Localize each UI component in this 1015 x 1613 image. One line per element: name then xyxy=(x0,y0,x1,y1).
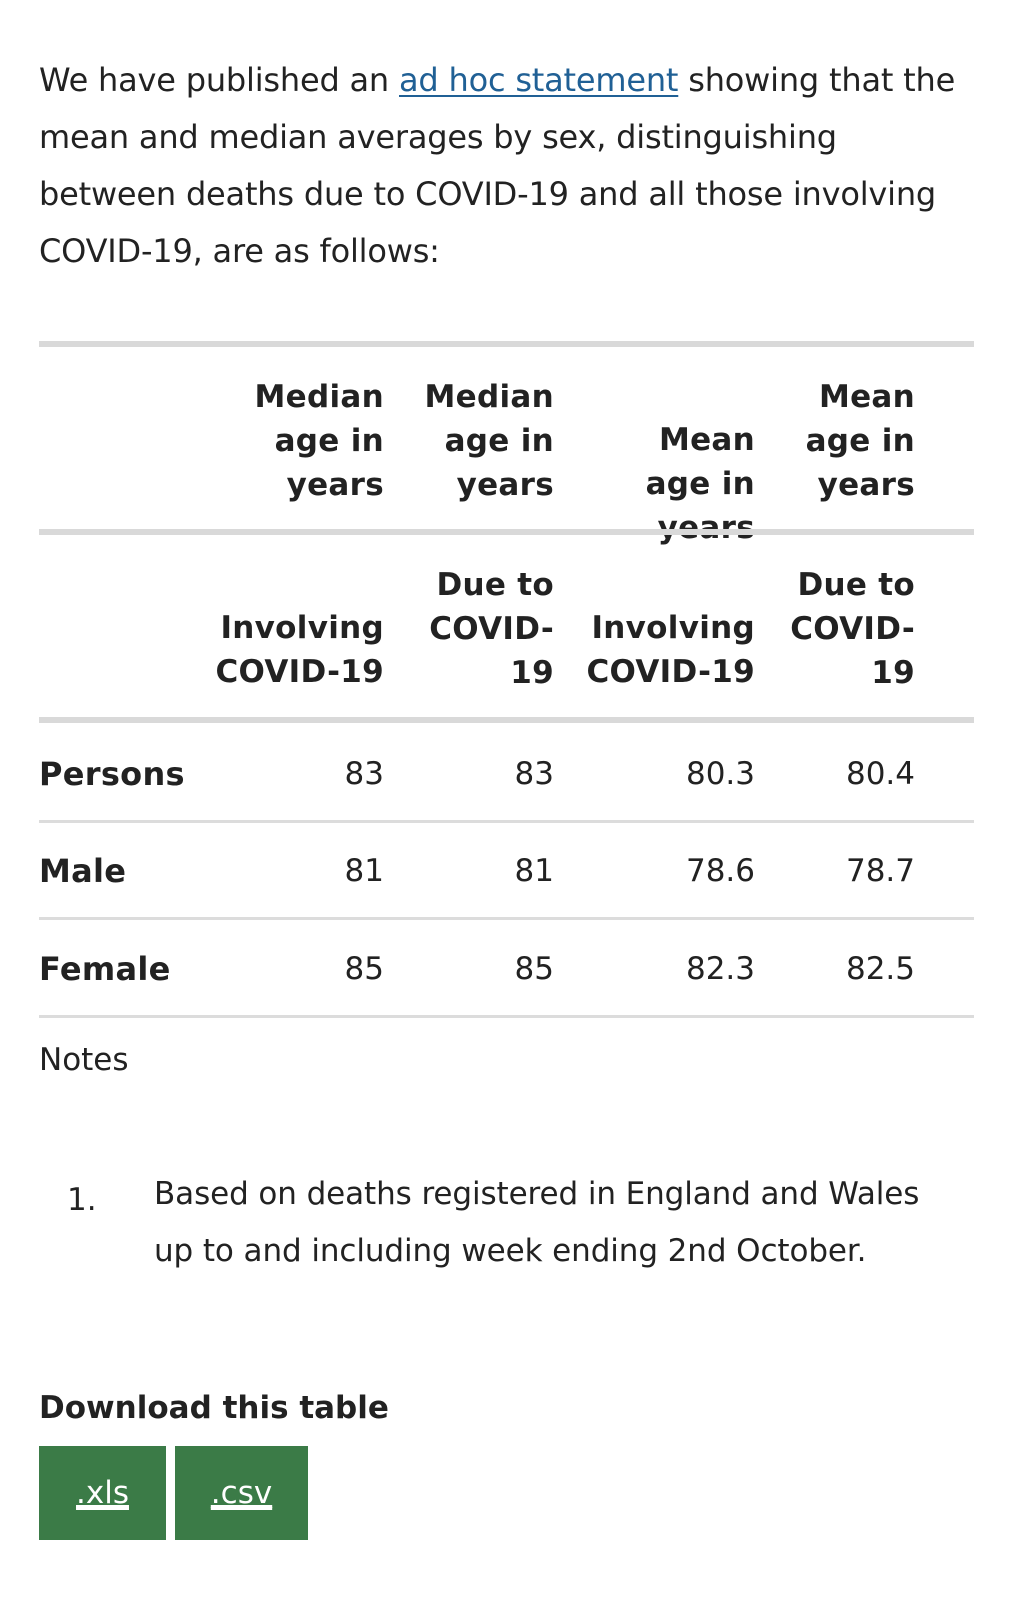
header-divider-rule xyxy=(39,529,974,535)
header-col2-measure: Median age in years xyxy=(424,379,554,503)
download-xls-label: .xls xyxy=(76,1475,129,1511)
header-col3-measure: Mean age in years xyxy=(645,422,755,546)
download-xls-button[interactable]: .xls xyxy=(39,1446,166,1540)
header-col4-cause: Due to COVID-19 xyxy=(790,567,915,691)
table-cell: 82.5 xyxy=(845,951,915,987)
ad-hoc-statement-link[interactable]: ad hoc statement xyxy=(399,61,679,99)
table-cell: 78.6 xyxy=(685,853,755,889)
download-csv-label: .csv xyxy=(210,1475,273,1511)
download-heading: Download this table xyxy=(39,1390,389,1426)
intro-text-start: We have published an xyxy=(39,61,399,99)
row-label-female: Female xyxy=(39,950,171,988)
header-col4-measure: Mean age in years xyxy=(805,379,915,503)
intro-paragraph: We have published an ad hoc statement sh… xyxy=(39,52,974,280)
note-text: Based on deaths registered in England an… xyxy=(154,1176,920,1269)
table-cell: 85 xyxy=(344,951,384,987)
note-number: 1. xyxy=(67,1182,97,1218)
header-col1-cause: Involving COVID-19 xyxy=(215,610,384,690)
table-cell: 80.3 xyxy=(685,756,755,792)
download-csv-button[interactable]: .csv xyxy=(175,1446,308,1540)
table-bottom-rule xyxy=(39,1015,974,1018)
table-cell: 81 xyxy=(344,853,384,889)
body-top-rule xyxy=(39,717,974,723)
header-col2-cause: Due to COVID-19 xyxy=(429,567,554,691)
row-divider xyxy=(39,917,974,920)
table-cell: 80.4 xyxy=(845,756,915,792)
row-divider xyxy=(39,820,974,823)
table-cell: 82.3 xyxy=(685,951,755,987)
table-top-rule xyxy=(39,341,974,347)
row-label-male: Male xyxy=(39,852,127,890)
notes-heading: Notes xyxy=(39,1042,129,1078)
header-col3-cause: Involving COVID-19 xyxy=(586,610,755,690)
table-cell: 85 xyxy=(514,951,554,987)
table-cell: 83 xyxy=(514,756,554,792)
intro-text-end: showing that the mean and median average… xyxy=(39,61,956,270)
table-cell: 81 xyxy=(514,853,554,889)
table-cell: 78.7 xyxy=(845,853,915,889)
row-label-persons: Persons xyxy=(39,755,185,793)
header-col1-measure: Median age in years xyxy=(254,379,384,503)
table-cell: 83 xyxy=(344,756,384,792)
